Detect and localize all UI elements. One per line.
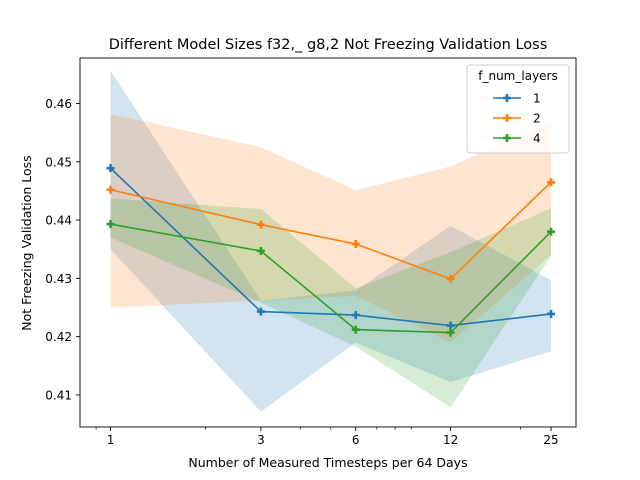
data-point — [446, 328, 455, 337]
y-axis-label: Not Freezing Validation Loss — [19, 155, 34, 330]
x-tick-label: 6 — [352, 433, 360, 447]
x-axis-label: Number of Measured Timesteps per 64 Days — [188, 455, 467, 470]
data-point — [106, 220, 115, 229]
y-tick-label: 0.41 — [45, 388, 72, 402]
data-point — [256, 246, 265, 255]
data-point — [547, 227, 556, 236]
legend: f_num_layers 1 2 4 — [466, 64, 570, 154]
legend-label: 2 — [533, 112, 541, 126]
axes: 1 3 6 12 250.410.420.430.440.450.46 — [45, 57, 577, 447]
x-tick-label: 3 — [257, 433, 265, 447]
legend-label: 1 — [533, 92, 541, 106]
y-tick-label: 0.45 — [45, 155, 72, 169]
legend-marker — [503, 114, 511, 122]
legend-box — [466, 64, 570, 154]
x-tick-label: 25 — [543, 433, 558, 447]
series-band-1 — [110, 70, 551, 412]
y-tick-label: 0.43 — [45, 272, 72, 286]
y-tick-label: 0.46 — [45, 97, 72, 111]
data-point — [446, 274, 455, 283]
series-lines — [106, 164, 556, 337]
y-tick-label: 0.42 — [45, 330, 72, 344]
confidence-bands — [110, 70, 551, 412]
series-band-2 — [110, 114, 551, 343]
data-point — [547, 309, 556, 318]
data-point — [256, 307, 265, 316]
data-point — [106, 164, 115, 173]
series-band-4 — [110, 198, 551, 408]
x-tick-label: 12 — [443, 433, 458, 447]
data-point — [351, 239, 360, 248]
y-tick-label: 0.44 — [45, 214, 72, 228]
plot-frame — [79, 57, 577, 428]
legend-label: 4 — [533, 132, 541, 146]
data-point — [351, 311, 360, 320]
x-tick-label: 1 — [107, 433, 115, 447]
legend-marker — [503, 94, 511, 102]
data-point — [256, 220, 265, 229]
legend-title: f_num_layers — [478, 69, 557, 83]
data-point — [351, 325, 360, 334]
data-point — [446, 321, 455, 330]
data-point — [547, 178, 556, 187]
legend-marker — [503, 134, 511, 142]
chart-title: Different Model Sizes f32,_ g8,2 Not Fre… — [109, 37, 548, 53]
data-point — [106, 185, 115, 194]
